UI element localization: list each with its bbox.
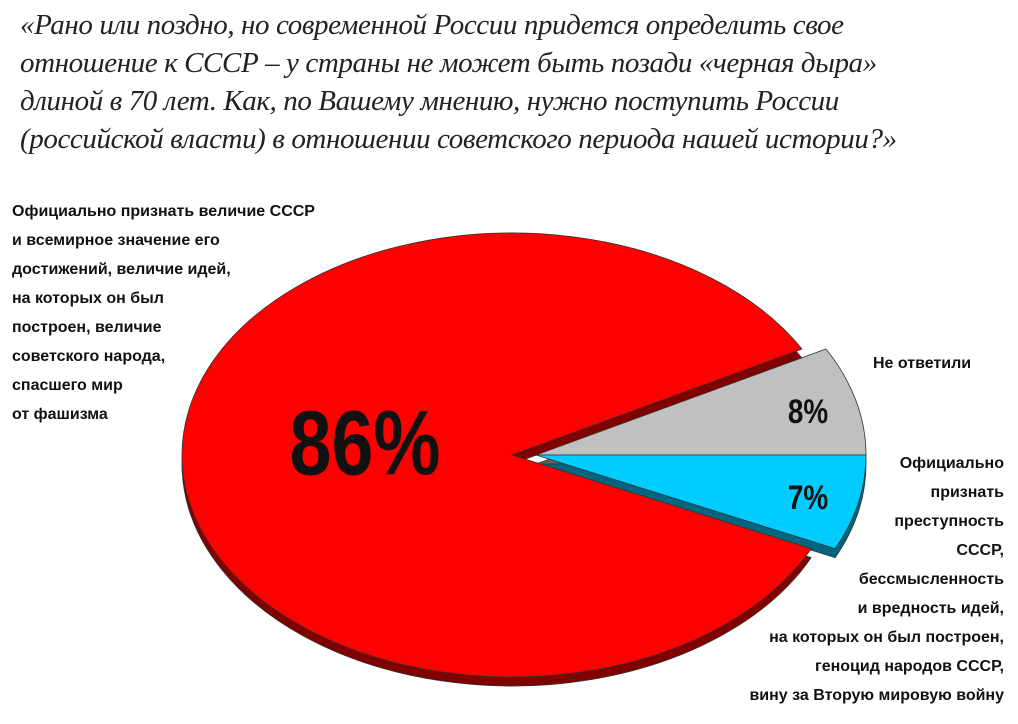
value-label: 8% bbox=[788, 392, 828, 430]
value-label: 86% bbox=[290, 391, 441, 494]
slice bbox=[535, 454, 867, 550]
slice-label: Не ответили bbox=[873, 355, 972, 372]
value-label: 7% bbox=[788, 478, 828, 516]
chart-title: «Рано или поздно, но современной России … bbox=[20, 9, 897, 155]
slice-label: Официально признать преступность СССР, б… bbox=[749, 455, 1004, 704]
slice bbox=[535, 348, 867, 456]
slice-label: Официально признать величие СССР и всеми… bbox=[12, 203, 315, 423]
slice bbox=[181, 232, 812, 678]
